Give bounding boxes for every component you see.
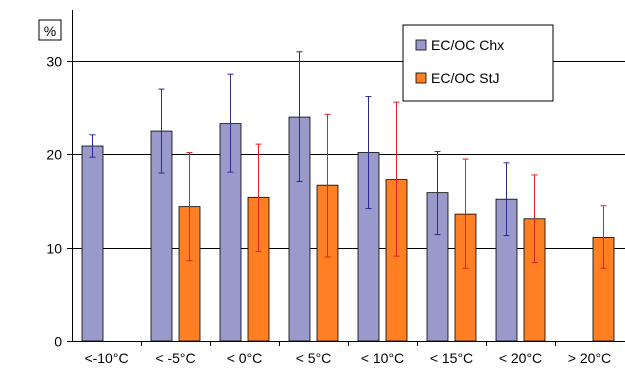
legend-label-chx: EC/OC Chx (431, 37, 504, 53)
legend-label-stj: EC/OC StJ (431, 70, 499, 86)
x-tick-label: < 5°C (296, 350, 332, 366)
x-tick-label: < 10°C (361, 350, 404, 366)
y-unit-label: % (44, 23, 56, 39)
legend-box (402, 24, 554, 102)
x-tick-label: < 0°C (227, 350, 263, 366)
x-tick-label: < 15°C (430, 350, 473, 366)
x-tick-label: < -5°C (155, 350, 195, 366)
bar-chx (81, 145, 104, 342)
x-tick-label: <-10°C (84, 350, 128, 366)
x-tick-label: > 20°C (568, 350, 611, 366)
legend-swatch-stj (415, 72, 427, 84)
y-unit-label-box: % (38, 19, 62, 41)
y-tick-label: 20 (46, 147, 62, 163)
x-tick-labels: <-10°C < -5°C < 0°C < 5°C < 10°C < 15°C < 20°C… (84, 350, 611, 366)
y-tick-labels: 0 10 20 30 (46, 54, 62, 350)
y-tick-label: 10 (46, 241, 62, 257)
axes (67, 10, 625, 346)
y-tick-label: 30 (46, 54, 62, 70)
legend-swatch-chx (415, 39, 427, 51)
bars (81, 116, 615, 342)
error-bars (89, 51, 607, 269)
y-tick-label: 0 (54, 334, 62, 350)
legend: EC/OC Chx EC/OC StJ (402, 24, 554, 102)
x-tick-label: < 20°C (499, 350, 542, 366)
